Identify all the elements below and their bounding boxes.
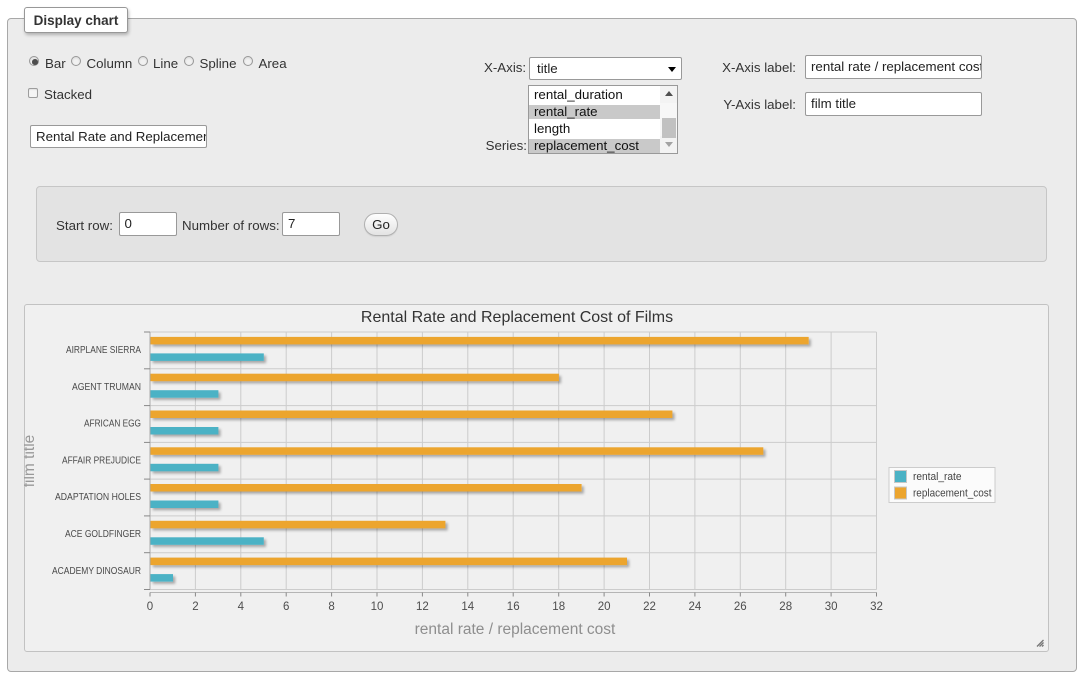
svg-text:rental rate / replacement cost: rental rate / replacement cost [415,621,616,638]
svg-text:AFRICAN EGG: AFRICAN EGG [84,419,141,430]
svg-text:Rental Rate and Replacement Co: Rental Rate and Replacement Cost of Film… [361,309,673,326]
svg-text:14: 14 [461,601,474,613]
svg-text:0: 0 [147,601,153,613]
svg-text:28: 28 [779,601,792,613]
svg-text:film title: film title [24,435,38,488]
svg-text:2: 2 [192,601,198,613]
svg-text:26: 26 [734,601,747,613]
svg-text:32: 32 [870,601,883,613]
svg-text:12: 12 [416,601,429,613]
svg-text:8: 8 [328,601,334,613]
svg-text:20: 20 [598,601,611,613]
svg-text:18: 18 [552,601,565,613]
svg-text:22: 22 [643,601,656,613]
svg-text:10: 10 [371,601,384,613]
svg-text:AIRPLANE SIERRA: AIRPLANE SIERRA [66,345,141,356]
svg-text:24: 24 [689,601,702,613]
svg-text:16: 16 [507,601,520,613]
svg-text:AFFAIR PREJUDICE: AFFAIR PREJUDICE [62,455,141,466]
svg-text:4: 4 [238,601,245,613]
svg-text:ACADEMY DINOSAUR: ACADEMY DINOSAUR [52,566,141,577]
svg-text:ACE GOLDFINGER: ACE GOLDFINGER [65,529,141,540]
svg-text:replacement_cost: replacement_cost [913,488,992,500]
svg-text:rental_rate: rental_rate [913,471,962,483]
svg-text:30: 30 [825,601,838,613]
svg-text:AGENT TRUMAN: AGENT TRUMAN [72,382,141,393]
svg-text:6: 6 [283,601,289,613]
svg-text:ADAPTATION HOLES: ADAPTATION HOLES [55,492,141,503]
